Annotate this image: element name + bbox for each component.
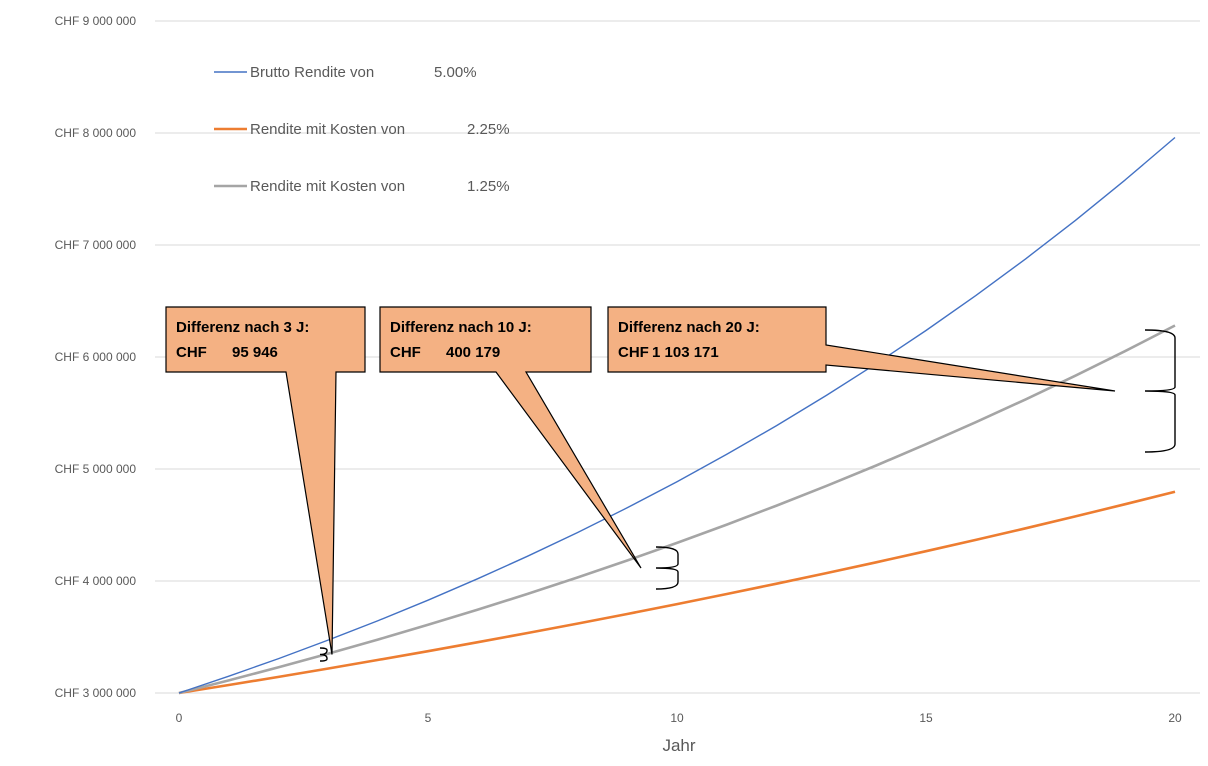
y-tick-label: CHF 9 000 000 — [55, 14, 137, 28]
legend-label-2: Rendite mit Kosten von — [250, 178, 405, 195]
callout-currency: CHF — [390, 344, 421, 361]
callout-title: Differenz nach 20 J: — [618, 319, 760, 336]
legend: Brutto Rendite von 5.00% Rendite mit Koste… — [214, 64, 510, 195]
difference-brackets — [319, 329, 1176, 662]
x-tick-label: 10 — [670, 711, 684, 725]
y-tick-label: CHF 6 000 000 — [55, 350, 137, 364]
x-tick-label: 0 — [176, 711, 183, 725]
y-tick-label: CHF 4 000 000 — [55, 574, 137, 588]
legend-rate-0: 5.00% — [434, 64, 477, 81]
legend-rate-2: 1.25% — [467, 178, 510, 195]
legend-label-0: Brutto Rendite von — [250, 64, 374, 81]
difference-bracket-0 — [319, 647, 328, 662]
x-tick-label: 5 — [425, 711, 432, 725]
callout-value: 400 179 — [446, 344, 500, 361]
callout-currency: CHF — [618, 344, 649, 361]
difference-callout-2: Differenz nach 20 J: CHF 1 103 171 — [607, 306, 1116, 392]
series-line-0 — [178, 136, 1176, 694]
callout-shape — [165, 306, 366, 655]
series-line-2 — [178, 324, 1176, 695]
y-tick-label: CHF 8 000 000 — [55, 126, 137, 140]
y-axis-tick-labels: CHF 3 000 000 CHF 4 000 000 CHF 5 000 000 C… — [55, 14, 137, 700]
y-tick-label: CHF 7 000 000 — [55, 238, 137, 252]
callout-title: Differenz nach 3 J: — [176, 319, 309, 336]
y-tick-label: CHF 3 000 000 — [55, 686, 137, 700]
y-tick-label: CHF 5 000 000 — [55, 462, 137, 476]
callout-shape — [607, 306, 1116, 392]
callout-value: 95 946 — [232, 344, 278, 361]
x-axis-tick-labels: 0 5 10 15 20 — [176, 711, 1182, 725]
callout-currency: CHF — [176, 344, 207, 361]
series-lines — [178, 136, 1176, 695]
callout-value: 1 103 171 — [652, 344, 719, 361]
callout-title: Differenz nach 10 J: — [390, 319, 532, 336]
x-tick-label: 20 — [1168, 711, 1182, 725]
difference-callout-1: Differenz nach 10 J: CHF 400 179 — [379, 306, 642, 569]
callout-shape — [379, 306, 642, 569]
x-tick-label: 15 — [919, 711, 933, 725]
difference-bracket-2 — [1144, 329, 1176, 453]
x-axis-title: Jahr — [662, 736, 695, 755]
legend-label-1: Rendite mit Kosten von — [250, 121, 405, 138]
difference-callout-0: Differenz nach 3 J: CHF 95 946 — [165, 306, 366, 655]
series-line-1 — [178, 490, 1176, 695]
difference-bracket-1 — [655, 546, 679, 590]
legend-rate-1: 2.25% — [467, 121, 510, 138]
